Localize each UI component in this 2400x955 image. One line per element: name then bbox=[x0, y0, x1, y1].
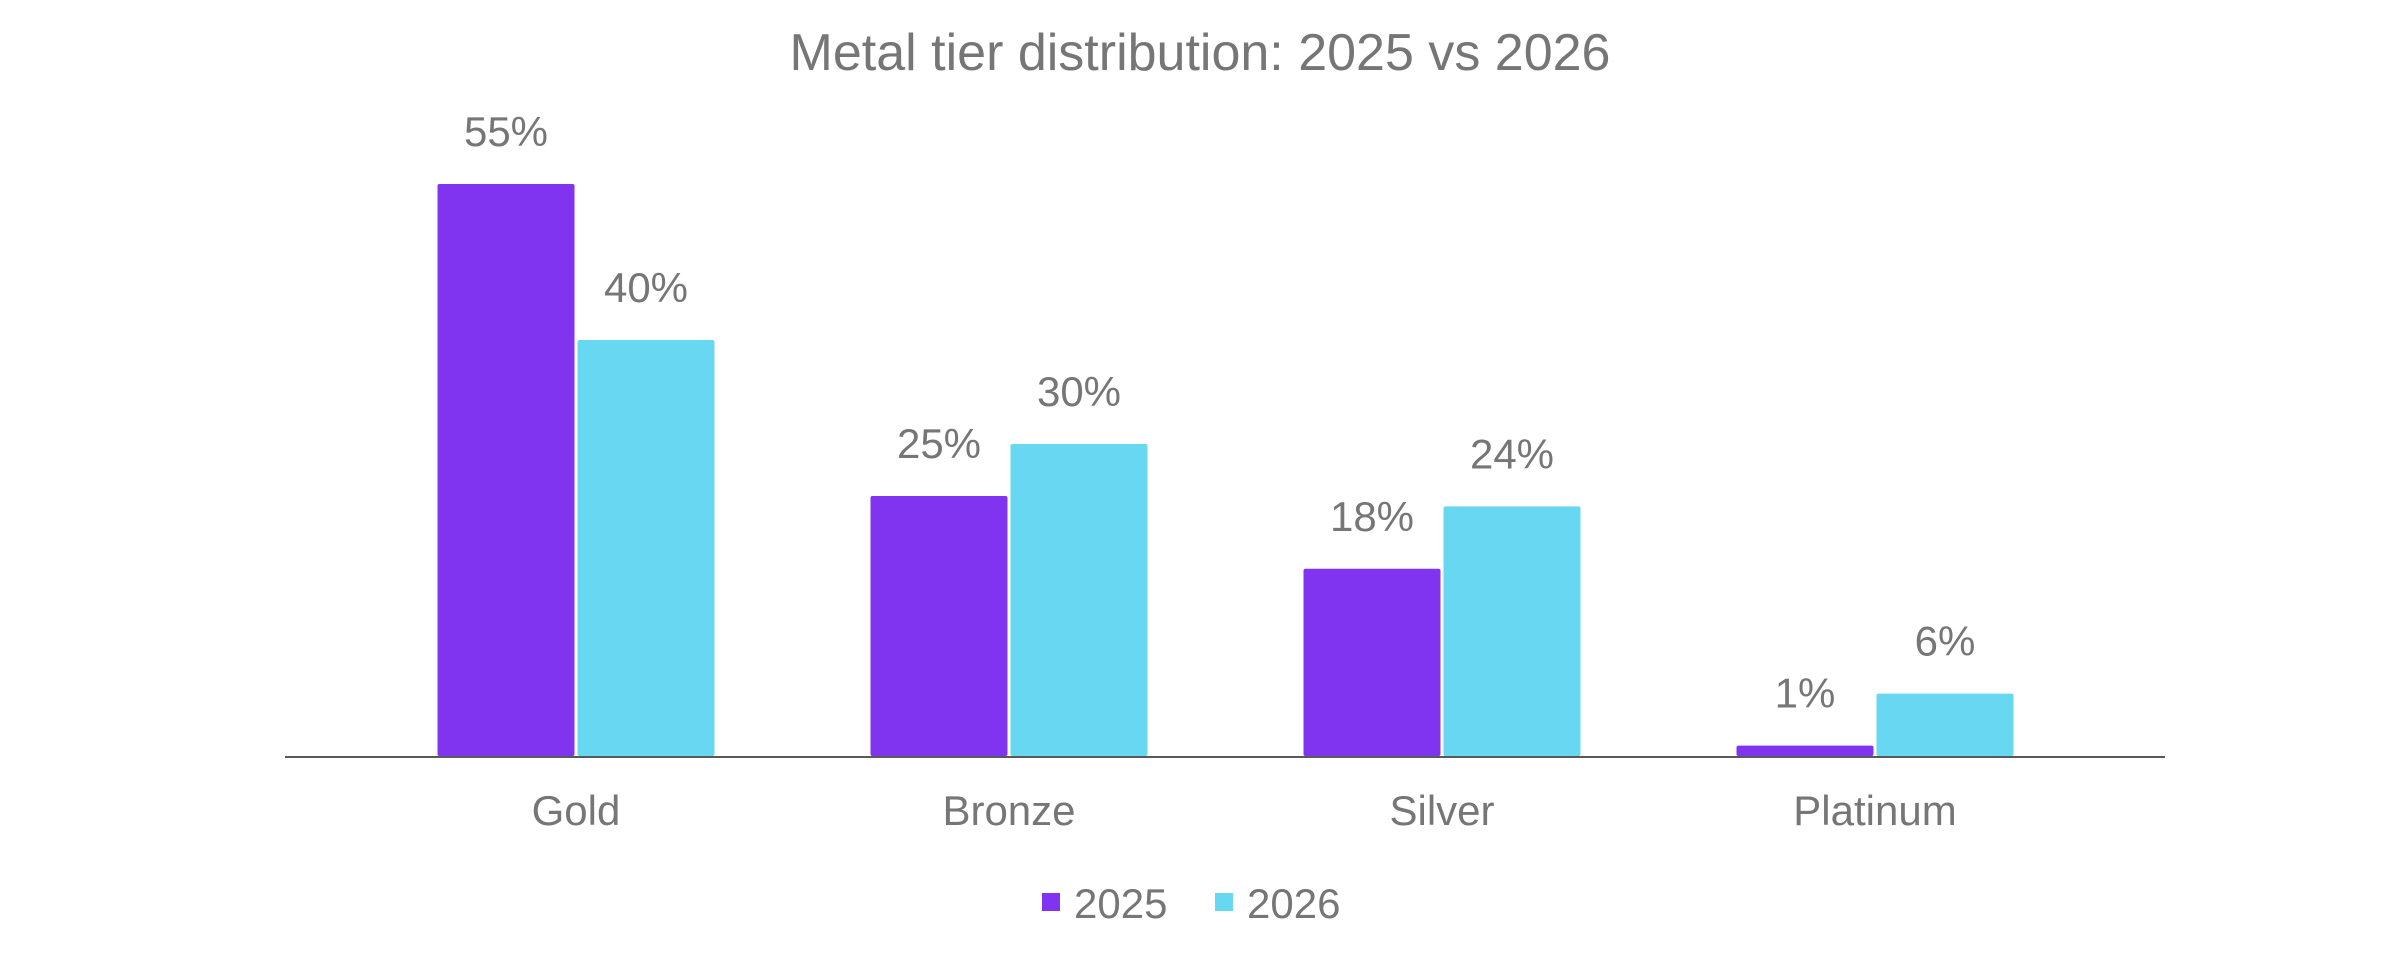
data-label-platinum-2026: 6% bbox=[1915, 618, 1976, 665]
data-label-platinum-2025: 1% bbox=[1775, 670, 1836, 717]
chart-title: Metal tier distribution: 2025 vs 2026 bbox=[790, 24, 1611, 82]
bar-gold-2025 bbox=[437, 184, 575, 756]
data-label-bronze-2025: 25% bbox=[897, 420, 981, 467]
data-label-gold-2025: 55% bbox=[464, 108, 548, 155]
bar-platinum-2025 bbox=[1736, 745, 1874, 756]
legend-swatch-2025 bbox=[1042, 893, 1060, 911]
bar-bronze-2025 bbox=[870, 496, 1008, 756]
bar-platinum-2026 bbox=[1876, 693, 2014, 756]
bar-gold-2026 bbox=[577, 340, 715, 756]
data-label-silver-2026: 24% bbox=[1470, 430, 1554, 477]
bar-silver-2025 bbox=[1303, 568, 1441, 756]
legend-label-2025: 2025 bbox=[1074, 880, 1167, 927]
bar-bronze-2026 bbox=[1010, 444, 1148, 756]
category-label: Silver bbox=[1389, 787, 1494, 834]
data-label-bronze-2026: 30% bbox=[1037, 368, 1121, 415]
category-label: Platinum bbox=[1793, 787, 1956, 834]
legend-swatch-2026 bbox=[1215, 893, 1233, 911]
legend: 2025 2026 bbox=[1042, 880, 1340, 927]
data-label-gold-2026: 40% bbox=[604, 264, 688, 311]
category-label: Bronze bbox=[942, 787, 1075, 834]
category-label: Gold bbox=[532, 787, 621, 834]
bar-silver-2026 bbox=[1443, 506, 1581, 756]
data-label-silver-2025: 18% bbox=[1330, 493, 1414, 540]
legend-label-2026: 2026 bbox=[1247, 880, 1340, 927]
